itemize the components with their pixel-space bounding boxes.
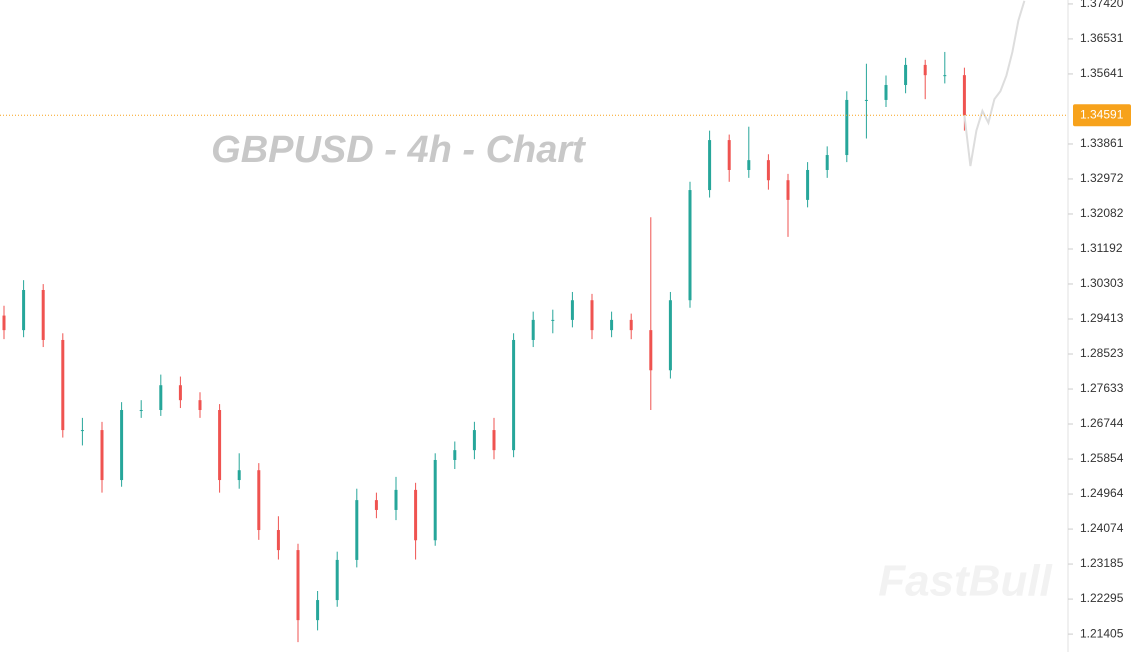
y-tick-label: 1.25854	[1080, 451, 1124, 465]
y-tick-label: 1.36531	[1080, 31, 1124, 45]
candle-body	[845, 99, 849, 156]
candle-body	[864, 99, 868, 101]
watermark: FastBull	[878, 557, 1052, 606]
candle-body	[570, 300, 574, 320]
y-tick-label: 1.24074	[1080, 521, 1124, 535]
candle-body	[159, 385, 163, 411]
candle-body	[962, 75, 966, 116]
y-tick-label: 1.35641	[1080, 66, 1124, 80]
candle-body	[257, 470, 261, 531]
candle-body	[747, 160, 751, 170]
candle-body	[786, 180, 790, 200]
candle-body	[2, 315, 6, 331]
candle-body	[512, 339, 516, 451]
candle-body	[806, 169, 810, 200]
y-tick-label: 1.31192	[1080, 241, 1123, 255]
candle-body	[629, 319, 633, 331]
candle-body	[355, 500, 359, 560]
candle-body	[80, 430, 84, 432]
candle-body	[668, 300, 672, 371]
candle-body	[531, 319, 535, 340]
y-tick-label: 1.22295	[1080, 591, 1124, 605]
candle-body	[610, 319, 614, 331]
candle-body	[453, 450, 457, 460]
y-tick-label: 1.30303	[1080, 276, 1124, 290]
current-price-label: 1.34591	[1080, 107, 1124, 121]
y-tick-label: 1.21405	[1080, 626, 1124, 640]
candle-body	[41, 289, 45, 340]
candle-body	[178, 385, 182, 401]
candle-body	[198, 400, 202, 411]
candle-body	[649, 330, 653, 371]
candle-body	[825, 155, 829, 170]
y-tick-label: 1.27633	[1080, 381, 1124, 395]
candle-body	[22, 289, 26, 331]
candle-body	[688, 190, 692, 301]
y-tick-label: 1.23185	[1080, 556, 1124, 570]
candle-body	[708, 140, 712, 191]
candle-body	[296, 550, 300, 621]
candle-body	[884, 84, 888, 100]
candle-body	[943, 75, 947, 77]
candle-body	[316, 600, 320, 621]
candle-body	[414, 489, 418, 541]
candle-body	[923, 64, 927, 76]
candle-body	[394, 489, 398, 510]
candle-body	[551, 319, 555, 321]
y-tick-label: 1.28523	[1080, 346, 1124, 360]
candle-body	[335, 559, 339, 601]
candle-body	[237, 470, 241, 481]
y-tick-label: 1.26744	[1080, 416, 1124, 430]
candle-body	[727, 140, 731, 170]
current-price-box	[1073, 104, 1131, 127]
candle-body	[472, 430, 476, 451]
candle-body	[374, 500, 378, 510]
candle-body	[218, 410, 222, 481]
y-tick-label: 1.32082	[1080, 206, 1124, 220]
candle-body	[100, 430, 104, 481]
candle-body	[433, 459, 437, 541]
projection-line	[963, 0, 1026, 167]
candle-body	[139, 410, 143, 412]
candle-body	[492, 430, 496, 451]
y-tick-label: 1.37420	[1080, 0, 1124, 10]
y-tick-label: 1.33861	[1080, 136, 1124, 150]
y-tick-label: 1.29413	[1080, 311, 1124, 325]
chart-title: GBPUSD - 4h - Chart	[211, 129, 586, 171]
y-tick-label: 1.32972	[1080, 171, 1124, 185]
candle-body	[904, 64, 908, 85]
candle-body	[766, 160, 770, 181]
candle-body	[590, 300, 594, 331]
candle-body	[276, 530, 280, 551]
y-tick-label: 1.24964	[1080, 486, 1124, 500]
candle-body	[120, 410, 124, 481]
candle-body	[61, 339, 65, 431]
